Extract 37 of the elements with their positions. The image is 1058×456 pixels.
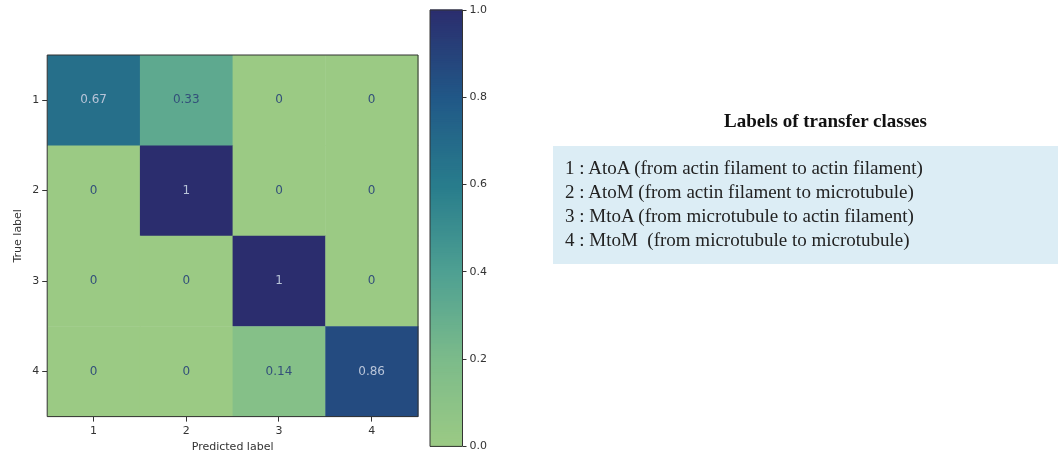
text: Labels of transfer classes <box>723 110 928 132</box>
color-bar-label: 1.0 <box>469 2 488 16</box>
color-bar-label: 0.8 <box>469 90 488 104</box>
text: 1 : AtoA (from actin filament to actin filament) <box>565 156 924 180</box>
x-tick-label: 1 <box>90 424 98 438</box>
x-tick-label: 4 <box>368 424 376 438</box>
data-label: 0 <box>182 363 191 378</box>
color-bar-label: 0.0 <box>469 439 488 453</box>
data-label: 0 <box>275 182 283 197</box>
data-label: 0 <box>89 363 98 378</box>
data-label: 1 <box>182 182 191 197</box>
y-axis-title: True label <box>11 209 25 264</box>
y-tick-label: 1 <box>32 93 40 107</box>
data-label: 0 <box>367 273 376 288</box>
y-tick-label: 4 <box>32 364 40 378</box>
x-tick-label: 3 <box>275 424 283 438</box>
data-label: 0.86 <box>358 363 386 378</box>
data-label: 0 <box>367 182 376 197</box>
color-bar-label: 0.2 <box>469 351 488 365</box>
data-label: 0 <box>367 92 376 107</box>
data-label: 0.33 <box>172 92 200 107</box>
x-tick-label: 2 <box>182 424 190 438</box>
data-label: 0 <box>182 273 191 288</box>
y-tick-label: 3 <box>32 273 40 287</box>
y-tick-label: 2 <box>32 183 40 197</box>
text: 4 : MtoM (from microtubule to microtubule) <box>565 228 911 252</box>
data-label: 0 <box>89 273 98 288</box>
x-axis-title: Predicted label <box>191 440 274 454</box>
data-label: 0 <box>89 182 98 197</box>
data-label: 0.14 <box>265 363 293 378</box>
color-bar-label: 0.6 <box>469 177 488 191</box>
data-label: 0.67 <box>80 92 107 107</box>
text: 3 : MtoA (from microtubule to actin filament) <box>565 204 915 228</box>
color-bar-label: 0.4 <box>469 264 488 278</box>
data-label: 0 <box>275 92 283 107</box>
text: 2 : AtoM (from actin filament to microtubule) <box>565 180 915 204</box>
data-label: 1 <box>275 273 283 288</box>
